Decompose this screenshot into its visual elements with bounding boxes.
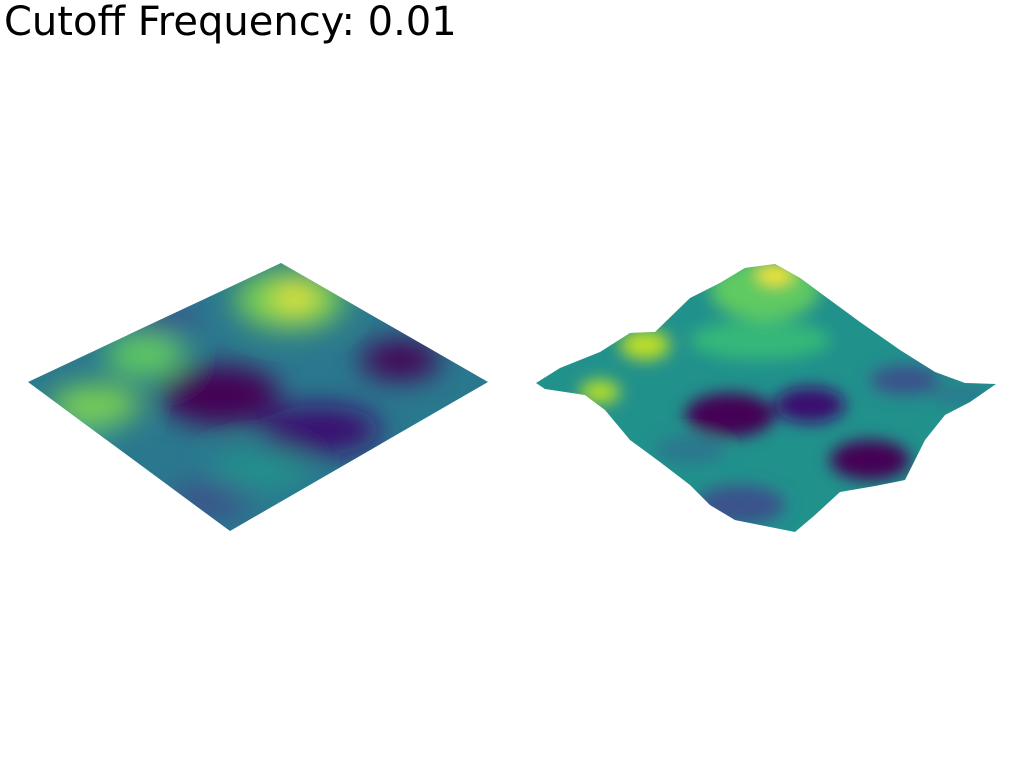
flat-surface (28, 263, 488, 531)
title: Cutoff Frequency: 0.01 (4, 0, 457, 45)
warped-surface (536, 264, 996, 532)
